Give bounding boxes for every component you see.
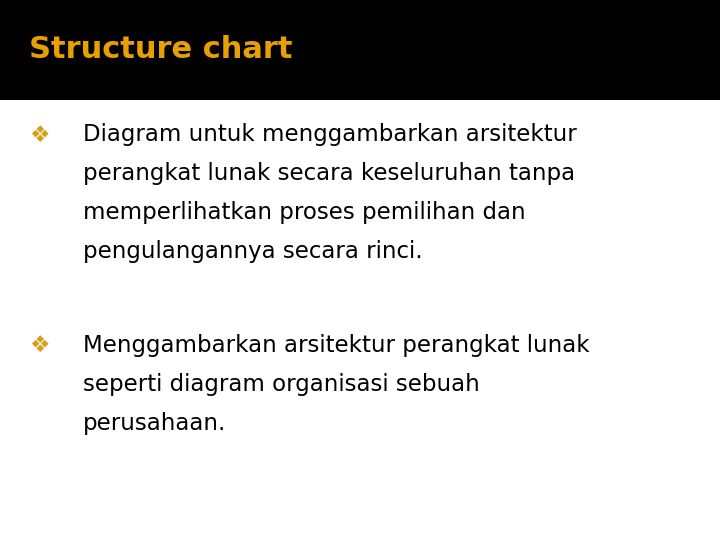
FancyBboxPatch shape xyxy=(0,0,720,100)
Text: ❖: ❖ xyxy=(29,334,49,357)
Text: Diagram untuk menggambarkan arsitektur: Diagram untuk menggambarkan arsitektur xyxy=(83,124,577,146)
Text: Menggambarkan arsitektur perangkat lunak: Menggambarkan arsitektur perangkat lunak xyxy=(83,334,590,357)
Text: perangkat lunak secara keseluruhan tanpa: perangkat lunak secara keseluruhan tanpa xyxy=(83,163,575,185)
Text: pengulangannya secara rinci.: pengulangannya secara rinci. xyxy=(83,240,423,263)
Text: seperti diagram organisasi sebuah: seperti diagram organisasi sebuah xyxy=(83,373,480,396)
Text: memperlihatkan proses pemilihan dan: memperlihatkan proses pemilihan dan xyxy=(83,201,526,224)
Text: ❖: ❖ xyxy=(29,124,49,146)
Text: perusahaan.: perusahaan. xyxy=(83,412,226,435)
Text: Structure chart: Structure chart xyxy=(29,36,292,64)
